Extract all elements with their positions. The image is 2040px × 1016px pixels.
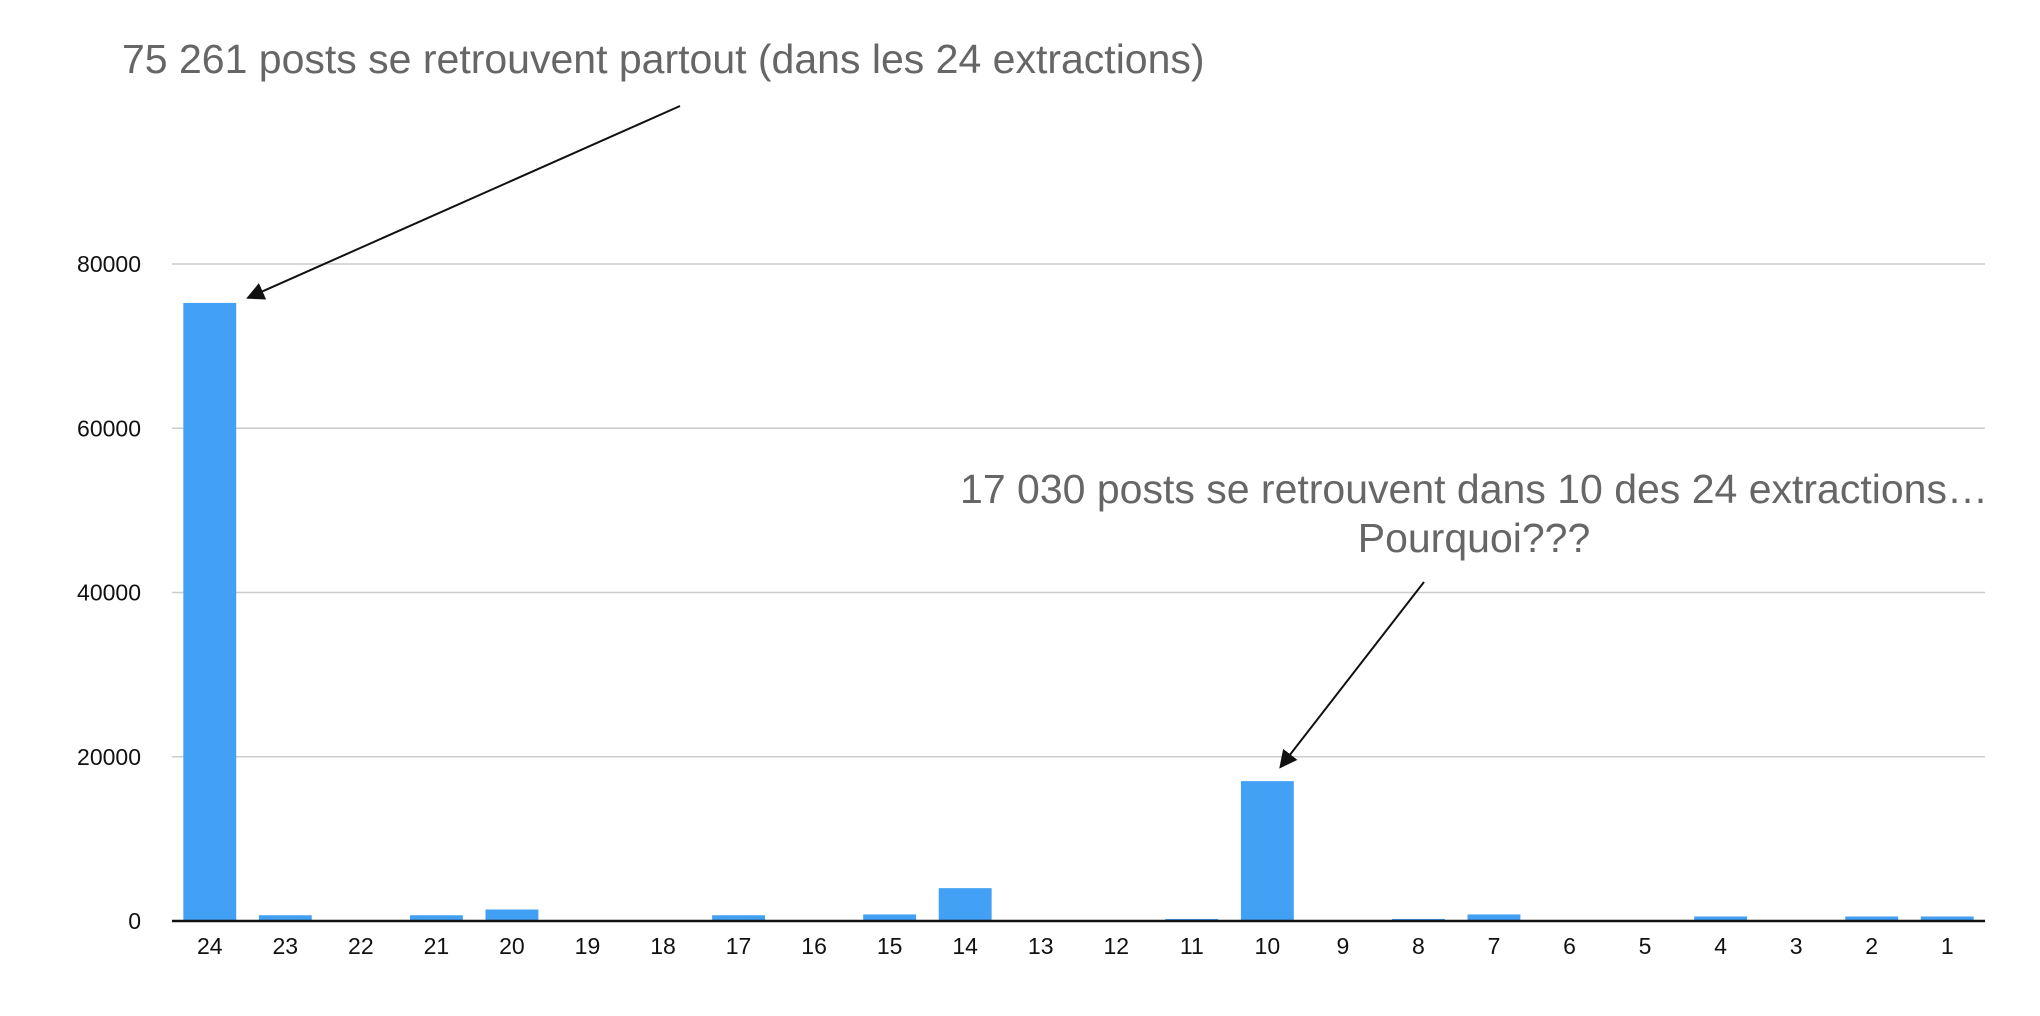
bar-24 — [183, 302, 237, 921]
x-tick-label: 15 — [877, 933, 903, 959]
annotation-arrow — [1279, 581, 1425, 769]
y-tick-label: 20000 — [77, 744, 141, 770]
annotation-text: 17 030 posts se retrouvent dans 10 des 2… — [960, 466, 1988, 512]
bar-10 — [1240, 781, 1294, 921]
bar-21 — [409, 915, 463, 921]
y-axis-ticks: 0 20000 40000 60000 80000 — [77, 251, 141, 934]
bars — [183, 302, 1974, 921]
x-tick-label: 8 — [1412, 933, 1425, 959]
annotation-text: 75 261 posts se retrouvent partout (dans… — [122, 36, 1205, 82]
x-tick-label: 22 — [348, 933, 374, 959]
bar-23 — [258, 915, 312, 921]
x-tick-label: 20 — [499, 933, 525, 959]
x-tick-label: 16 — [801, 933, 827, 959]
bar-20 — [485, 909, 539, 921]
x-tick-label: 23 — [273, 933, 299, 959]
x-tick-label: 6 — [1563, 933, 1576, 959]
bar-15 — [863, 914, 917, 921]
x-tick-label: 17 — [726, 933, 752, 959]
bar-4 — [1694, 916, 1748, 921]
gridlines — [172, 263, 1985, 758]
x-tick-label: 3 — [1790, 933, 1803, 959]
x-tick-label: 2 — [1865, 933, 1878, 959]
x-tick-label: 18 — [650, 933, 676, 959]
bar-14 — [938, 888, 992, 921]
bar-17 — [712, 915, 766, 921]
annotation-text: Pourquoi??? — [1358, 515, 1591, 561]
bar-7 — [1467, 914, 1521, 921]
x-tick-label: 14 — [952, 933, 978, 959]
x-tick-label: 24 — [197, 933, 223, 959]
bar-1 — [1920, 916, 1974, 921]
x-tick-label: 4 — [1714, 933, 1727, 959]
x-tick-label: 19 — [575, 933, 601, 959]
x-tick-label: 1 — [1941, 933, 1954, 959]
x-tick-label: 11 — [1180, 933, 1204, 959]
x-tick-label: 21 — [424, 933, 450, 959]
annotations: 75 261 posts se retrouvent partout (dans… — [122, 36, 1988, 769]
y-tick-label: 40000 — [77, 580, 141, 606]
x-tick-label: 9 — [1336, 933, 1349, 959]
annotation-arrow — [246, 105, 681, 300]
y-tick-label: 0 — [128, 908, 141, 934]
y-tick-label: 80000 — [77, 251, 141, 277]
x-tick-label: 7 — [1488, 933, 1501, 959]
x-axis-ticks: 24 23 22 21 20 19 18 17 16 15 14 13 12 11 10 9 8 7 6 5 4 3 2 1 — [197, 933, 1954, 959]
x-tick-label: 10 — [1255, 933, 1281, 959]
x-tick-label: 12 — [1103, 933, 1129, 959]
bar-2 — [1845, 916, 1899, 921]
x-tick-label: 13 — [1028, 933, 1054, 959]
x-tick-label: 5 — [1639, 933, 1652, 959]
y-tick-label: 60000 — [77, 415, 141, 441]
